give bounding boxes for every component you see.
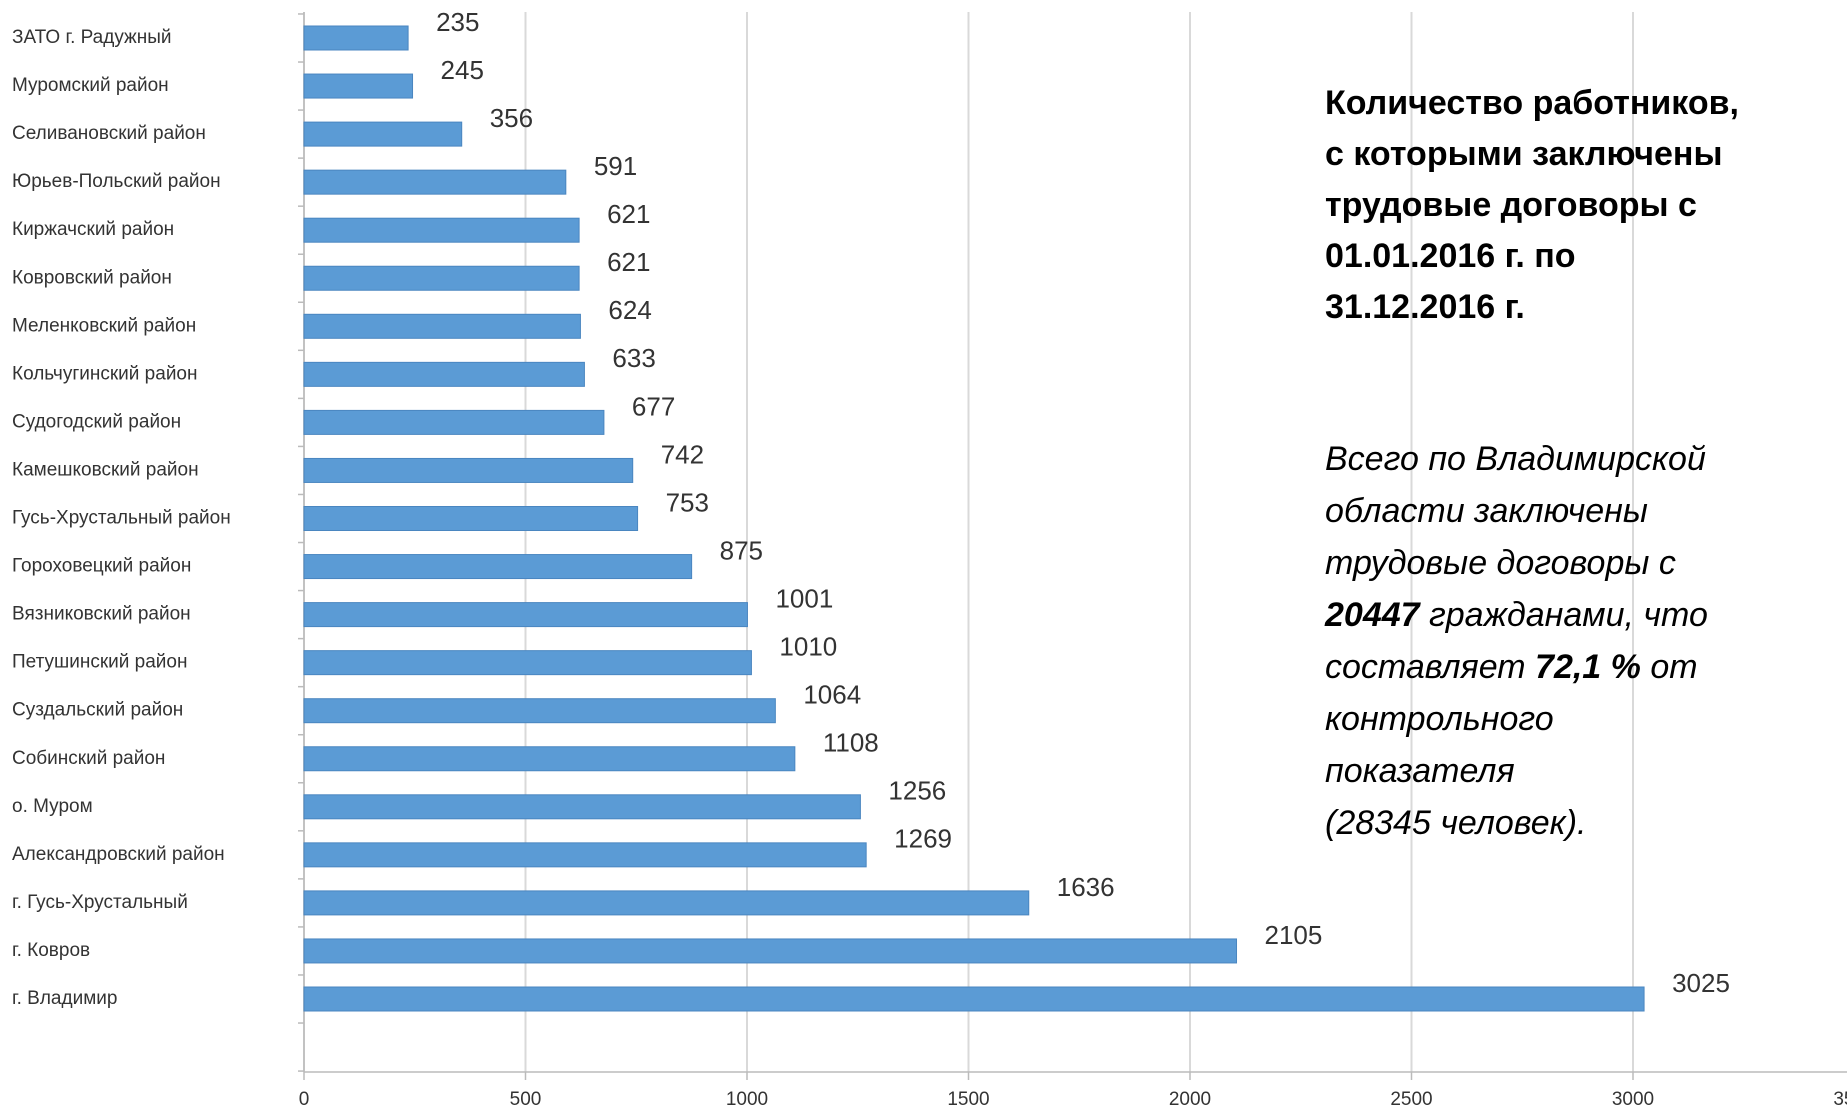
y-tick-label: Меленковский район bbox=[12, 315, 196, 336]
bar bbox=[303, 650, 752, 676]
data-label: 677 bbox=[632, 391, 675, 421]
bar bbox=[303, 457, 634, 483]
bar bbox=[303, 602, 748, 628]
data-label: 235 bbox=[436, 7, 479, 37]
y-tick-label: Суздальский район bbox=[12, 700, 183, 721]
data-label: 621 bbox=[607, 199, 650, 229]
y-tick-label: Судогодский район bbox=[12, 411, 181, 432]
y-tick-label: Юрьев-Польский район bbox=[12, 171, 221, 192]
data-label: 591 bbox=[594, 151, 637, 181]
note-text: контрольного bbox=[1325, 700, 1554, 738]
data-label: 633 bbox=[612, 343, 655, 373]
data-label: 621 bbox=[607, 247, 650, 277]
data-label: 1269 bbox=[894, 824, 952, 854]
y-tick-label: о. Муром bbox=[12, 796, 93, 817]
data-label: 742 bbox=[661, 439, 704, 469]
data-label: 1010 bbox=[779, 632, 837, 662]
x-tick-label: 3500 bbox=[1833, 1089, 1847, 1110]
y-tick-label: Киржачский район bbox=[12, 219, 174, 240]
data-label: 245 bbox=[441, 55, 484, 85]
bar bbox=[303, 73, 414, 99]
note-text: трудовые договоры с bbox=[1325, 544, 1676, 582]
bar bbox=[303, 361, 585, 387]
bar bbox=[303, 265, 580, 291]
bar bbox=[303, 698, 776, 724]
note-text: показателя bbox=[1325, 752, 1515, 790]
bar bbox=[303, 890, 1030, 916]
y-tick-label: г. Ковров bbox=[12, 940, 90, 961]
note-total: 20447 bbox=[1325, 596, 1420, 634]
bar bbox=[303, 794, 861, 820]
data-label: 2105 bbox=[1265, 920, 1323, 950]
data-label: 875 bbox=[720, 535, 763, 565]
note-text: гражданами, что bbox=[1429, 596, 1708, 634]
note-share: 72,1 % bbox=[1535, 648, 1641, 686]
bar bbox=[303, 121, 463, 147]
title-line: 01.01.2016 г. по bbox=[1325, 237, 1576, 275]
x-tick-label: 3000 bbox=[1612, 1089, 1654, 1110]
note-text: составляет bbox=[1325, 648, 1526, 686]
chart-title: Количество работников, с которыми заключ… bbox=[1325, 78, 1739, 333]
title-line: 31.12.2016 г. bbox=[1325, 288, 1525, 326]
data-label: 1256 bbox=[888, 776, 946, 806]
x-tick-label: 2500 bbox=[1390, 1089, 1432, 1110]
bar bbox=[303, 746, 796, 772]
x-tick-label: 0 bbox=[299, 1089, 310, 1110]
note-text: от bbox=[1650, 648, 1698, 686]
y-tick-label: г. Владимир bbox=[12, 988, 117, 1009]
bar bbox=[303, 313, 581, 339]
data-label: 1064 bbox=[803, 680, 861, 710]
data-label: 3025 bbox=[1672, 968, 1730, 998]
bar bbox=[303, 169, 567, 195]
y-tick-label: Вязниковский район bbox=[12, 604, 191, 625]
bar bbox=[303, 217, 580, 243]
y-tick-label: Гороховецкий район bbox=[12, 556, 191, 577]
y-tick-label: г. Гусь-Хрустальный bbox=[12, 892, 188, 913]
y-tick-label: Муромский район bbox=[12, 75, 169, 96]
y-tick-label: Гусь-Хрустальный район bbox=[12, 508, 231, 529]
data-label: 1636 bbox=[1057, 872, 1115, 902]
bar bbox=[303, 554, 693, 580]
bar bbox=[303, 986, 1645, 1012]
note: Всего по Владимирской области заключены … bbox=[1325, 433, 1708, 849]
y-tick-label: Кольчугинский район bbox=[12, 363, 198, 384]
y-tick-label: Собинский район bbox=[12, 748, 165, 769]
data-label: 1001 bbox=[775, 583, 833, 613]
y-tick-label: Ковровский район bbox=[12, 267, 172, 288]
bar bbox=[303, 25, 409, 51]
y-tick-label: Камешковский район bbox=[12, 459, 199, 480]
note-text: области заключены bbox=[1325, 492, 1648, 530]
data-label: 356 bbox=[490, 103, 533, 133]
data-label: 624 bbox=[608, 295, 651, 325]
bar bbox=[303, 842, 867, 868]
y-tick-label: ЗАТО г. Радужный bbox=[12, 27, 172, 48]
bar bbox=[303, 409, 605, 435]
title-line: Количество работников, bbox=[1325, 84, 1739, 122]
x-tick-label: 1000 bbox=[726, 1089, 768, 1110]
data-label: 753 bbox=[666, 487, 709, 517]
y-tick-label: Александровский район bbox=[12, 844, 225, 865]
data-label: 1108 bbox=[823, 728, 879, 758]
title-line: с которыми заключены bbox=[1325, 135, 1723, 173]
y-tick-label: Петушинский район bbox=[12, 652, 187, 673]
x-tick-label: 1500 bbox=[947, 1089, 989, 1110]
x-tick-label: 2000 bbox=[1169, 1089, 1211, 1110]
bar bbox=[303, 506, 639, 531]
y-tick-label: Селивановский район bbox=[12, 123, 206, 144]
note-text: Всего по Владимирской bbox=[1325, 440, 1706, 478]
title-line: трудовые договоры с bbox=[1325, 186, 1697, 224]
bar bbox=[303, 938, 1238, 964]
x-tick-label: 500 bbox=[510, 1089, 542, 1110]
note-text: (28345 человек). bbox=[1325, 804, 1587, 842]
